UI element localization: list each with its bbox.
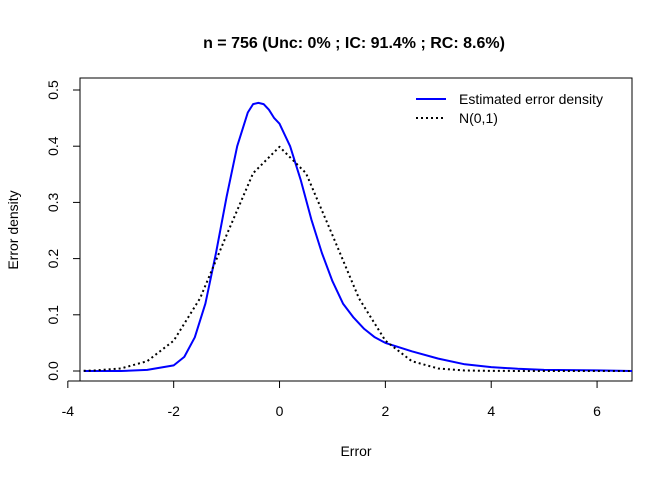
y-tick-label: 0.4 bbox=[45, 136, 61, 156]
legend: Estimated error density N(0,1) bbox=[416, 91, 603, 126]
x-tick-label: -4 bbox=[62, 403, 75, 419]
y-tick-label: 0.1 bbox=[45, 305, 61, 325]
series-line-normal bbox=[83, 145, 632, 372]
y-tick-label: 0.2 bbox=[45, 249, 61, 269]
plot-frame bbox=[79, 77, 633, 382]
y-tick-label: 0.5 bbox=[45, 80, 61, 100]
x-axis: -4 -2 0 2 4 6 bbox=[62, 380, 601, 419]
y-axis-label: Error density bbox=[5, 190, 21, 269]
legend-label-normal: N(0,1) bbox=[459, 110, 498, 126]
chart-title: n = 756 (Unc: 0% ; IC: 91.4% ; RC: 8.6%) bbox=[203, 35, 505, 52]
x-tick-label: 0 bbox=[276, 403, 284, 419]
x-tick-label: 6 bbox=[593, 403, 601, 419]
y-tick-label: 0.3 bbox=[45, 192, 61, 212]
x-tick-label: 4 bbox=[487, 403, 495, 419]
legend-label-estimated: Estimated error density bbox=[459, 91, 603, 107]
x-axis-label: Error bbox=[340, 443, 371, 459]
y-axis: 0.0 0.1 0.2 0.3 0.4 0.5 bbox=[45, 80, 81, 381]
x-tick-label: 2 bbox=[381, 403, 389, 419]
series-line-estimated-error-density bbox=[83, 101, 633, 372]
series-layer bbox=[83, 101, 633, 372]
y-tick-label: 0.0 bbox=[45, 361, 61, 381]
x-tick-label: -2 bbox=[167, 403, 180, 419]
